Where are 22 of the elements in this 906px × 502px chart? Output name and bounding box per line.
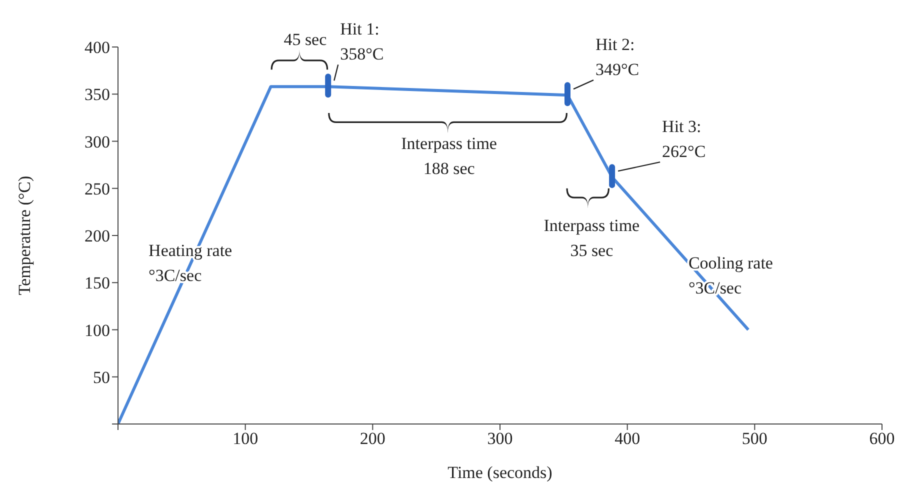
- annotation: Hit 1: 358°C: [340, 20, 384, 64]
- y-tick-label: 100: [84, 320, 110, 340]
- annotation: Hit 3: 262°C: [662, 117, 706, 162]
- x-tick-label: 600: [869, 429, 895, 448]
- x-tick-label: 100: [232, 429, 258, 448]
- annotation: Interpass time 35 sec: [544, 216, 640, 260]
- y-tick-label: 150: [84, 274, 110, 293]
- x-tick-label: 500: [742, 429, 768, 448]
- y-tick-label: 350: [84, 85, 110, 104]
- y-tick-label: 200: [84, 226, 110, 246]
- y-tick-label: 400: [84, 38, 110, 58]
- y-axis-title: Temperature (°C): [15, 176, 34, 296]
- x-axis-title: Time (seconds): [448, 463, 552, 482]
- y-tick-label: 300: [84, 132, 110, 152]
- annotation: Interpass time 188 sec: [401, 134, 497, 178]
- x-tick-label: 300: [487, 429, 513, 448]
- x-tick-label: 200: [360, 429, 386, 448]
- annotation: Hit 2: 349°C: [595, 35, 640, 80]
- x-tick-label: 400: [614, 429, 640, 448]
- annotation: 45 sec: [284, 30, 328, 50]
- y-tick-label: 50: [93, 368, 110, 387]
- y-tick-label: 250: [84, 179, 110, 198]
